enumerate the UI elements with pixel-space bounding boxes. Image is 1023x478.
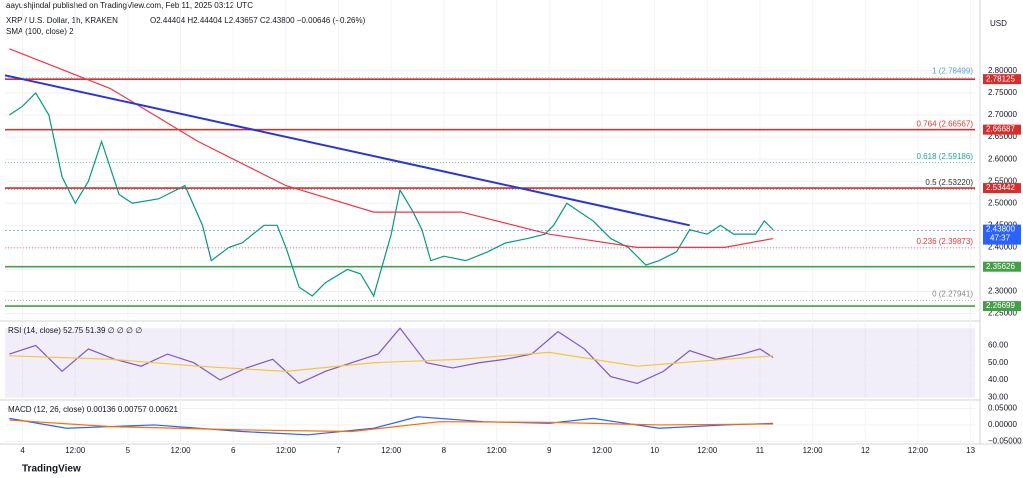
brand: TradingView	[22, 464, 81, 475]
y-tick-label: 40.00	[988, 375, 1009, 384]
level-tag-label: 2.35626	[986, 262, 1015, 271]
x-tick-label: 12:00	[65, 446, 86, 455]
x-tick-label: 12	[861, 446, 870, 455]
current-price-tag	[983, 224, 1021, 245]
y-tick-label: 2.25000	[988, 309, 1017, 318]
fib-label: 0.618 (2.59186)	[917, 152, 974, 161]
y-tick-label: 60.00	[988, 341, 1009, 350]
y-tick-label: 2.40000	[988, 243, 1017, 252]
currency: USD	[990, 19, 1007, 28]
x-tick-label: 12:00	[803, 446, 824, 455]
fib-label: 0.236 (2.39873)	[917, 237, 974, 246]
y-tick-label: 2.50000	[988, 198, 1017, 207]
y-tick-label: 0.00000	[988, 420, 1017, 429]
x-tick-label: 12:00	[381, 446, 402, 455]
x-tick-label: 9	[547, 446, 552, 455]
y-tick-label: 2.80000	[988, 66, 1017, 75]
level-tag-label: 2.78125	[986, 74, 1015, 83]
series-line	[9, 48, 774, 248]
y-tick-label: 2.75000	[988, 88, 1017, 97]
x-tick-label: 5	[126, 446, 131, 455]
x-tick-label: 4	[20, 446, 25, 455]
ohlc: O2.44404 H2.44404 L2.43657 C2.43800 −0.0…	[150, 16, 366, 25]
y-tick-label: 2.55000	[988, 176, 1017, 185]
x-tick-label: 6	[231, 446, 236, 455]
symbol: XRP / U.S. Dollar, 1h, KRAKEN	[6, 16, 118, 25]
indicator-title: RSI (14, close) 52.75 51.39 ∅ ∅ ∅ ∅	[8, 326, 142, 335]
fib-label: 0.764 (2.66567)	[917, 119, 974, 128]
y-tick-label: 2.30000	[988, 287, 1017, 296]
y-tick-label: 2.60000	[988, 154, 1017, 163]
y-tick-label: 2.65000	[988, 132, 1017, 141]
fib-label: 1 (2.78499)	[932, 67, 973, 76]
series-line	[9, 91, 774, 298]
x-tick-label: 8	[442, 446, 447, 455]
x-tick-label: 12:00	[697, 446, 718, 455]
series-line	[9, 419, 774, 433]
y-tick-label: 0.05000	[988, 404, 1017, 413]
level-tag-label: 2.66687	[986, 125, 1015, 134]
level-tag	[983, 261, 1021, 272]
y-tick-label: 2.70000	[988, 110, 1017, 119]
y-tick-label: −0.05000	[988, 436, 1022, 445]
publisher: aayushjindal published on TradingView.co…	[6, 1, 253, 10]
series-line	[9, 416, 774, 436]
x-tick-label: 7	[336, 446, 341, 455]
countdown: 47:37	[990, 234, 1011, 243]
level-tag	[983, 74, 1021, 85]
level-tag	[983, 124, 1021, 135]
x-tick-label: 12:00	[171, 446, 192, 455]
x-tick-label: 12:00	[487, 446, 508, 455]
series-line	[4, 74, 690, 227]
x-tick-label: 13	[966, 446, 975, 455]
series-line	[9, 327, 774, 385]
level-tag-label: 2.26699	[986, 301, 1015, 310]
level-tag	[983, 301, 1021, 312]
sma-label: SMA (100, close) 2	[6, 27, 74, 36]
x-tick-label: 12:00	[908, 446, 929, 455]
x-tick-label: 12:00	[592, 446, 613, 455]
y-tick-label: 30.00	[988, 392, 1009, 401]
x-tick-label: 11	[756, 446, 765, 455]
x-tick-label: 10	[650, 446, 659, 455]
fib-label: 0.5 (2.53220)	[925, 178, 973, 187]
level-tag-label: 2.53442	[986, 183, 1015, 192]
fib-label: 0 (2.27941)	[932, 290, 973, 299]
current-price-label: 2.43800	[986, 225, 1015, 234]
x-tick-label: 12:00	[276, 446, 297, 455]
series-line	[9, 351, 774, 372]
y-tick-label: 50.00	[988, 358, 1009, 367]
indicator-title: MACD (12, 26, close) 0.00136 0.00757 0.0…	[8, 405, 178, 414]
level-tag	[983, 183, 1021, 194]
